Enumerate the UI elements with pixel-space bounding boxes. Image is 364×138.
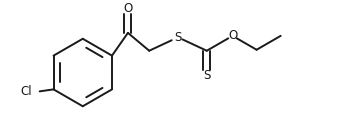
Text: Cl: Cl bbox=[20, 85, 32, 98]
Text: O: O bbox=[123, 2, 132, 15]
Text: S: S bbox=[203, 69, 210, 82]
Text: S: S bbox=[174, 31, 182, 44]
Text: O: O bbox=[228, 29, 237, 42]
